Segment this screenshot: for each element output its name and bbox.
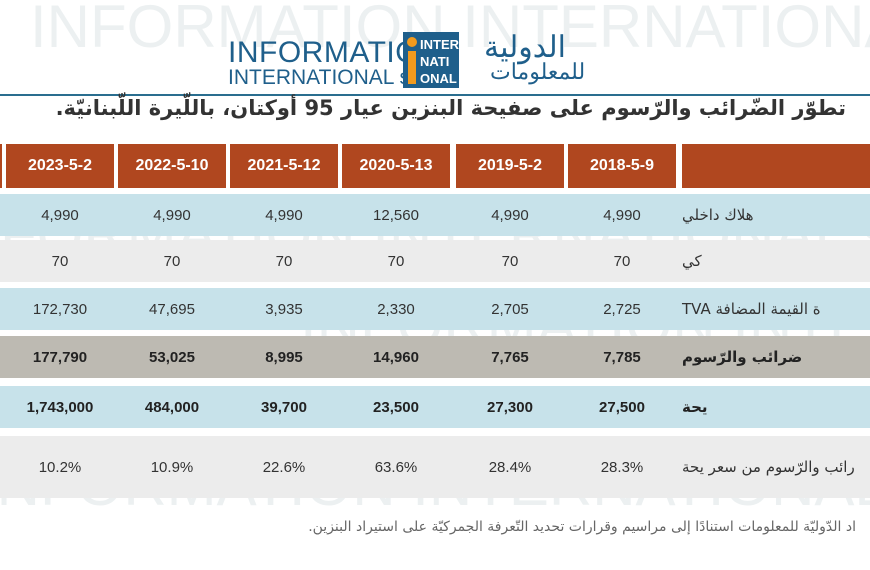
table-cell: 4,990 xyxy=(491,206,529,224)
table-cell xyxy=(0,194,4,236)
header-cell-bg xyxy=(568,144,676,188)
header-cell-bg xyxy=(118,144,226,188)
table-cell: 27,300 xyxy=(487,398,533,416)
table-cell: 1,743,000 xyxy=(26,398,94,416)
table-cell: 4,990 xyxy=(265,206,303,224)
table-cell: 484,000 xyxy=(144,398,200,416)
table-cell: 39,700 xyxy=(261,398,307,416)
table-cell: 70 xyxy=(275,252,293,270)
table-cell xyxy=(0,336,4,378)
table-row: 70 70 70 70 70 70 كي xyxy=(0,240,870,282)
table-cell: 2,705 xyxy=(491,300,529,318)
table-cell: 4,990 xyxy=(41,206,79,224)
table-cell: 177,790 xyxy=(32,348,88,366)
table-cell: 4,990 xyxy=(153,206,191,224)
table-cell: 70 xyxy=(613,252,631,270)
table-cell: 47,695 xyxy=(149,300,195,318)
table-cell: 0 xyxy=(0,386,4,428)
row-label: ضرائب والرّسوم xyxy=(682,347,803,366)
column-header: 2022-5-10 xyxy=(135,157,209,174)
table-cell: 8,995 xyxy=(265,348,303,366)
table-row: 27,500 27,300 23,500 39,700 484,000 1,743,000… xyxy=(0,386,870,428)
logo-mark-line2: NATI xyxy=(420,54,449,69)
table-cell: 23,500 xyxy=(373,398,419,416)
table-cell: 28.4% xyxy=(488,458,532,476)
page-title: تطوّر الضّرائب والرّسوم على صفيحة البنزي… xyxy=(55,96,846,120)
logo-mark-icon: INTER NATI ONAL xyxy=(403,32,459,88)
table-row: 4,990 4,990 12,560 4,990 4,990 4,990 هلاك داخل… xyxy=(0,194,870,236)
column-header: 2020-5-13 xyxy=(359,157,433,174)
table-cell: 4,990 xyxy=(603,206,641,224)
table-row: 7,785 7,765 14,960 8,995 53,025 177,790 ضرائب … xyxy=(0,336,870,378)
table-cell xyxy=(0,240,4,282)
table-cell: 2,725 xyxy=(603,300,641,318)
logo-mark-line1: INTER xyxy=(420,37,459,52)
row-label: هلاك داخلي xyxy=(682,205,754,224)
table-cell: 70 xyxy=(387,252,405,270)
logo-arabic-line2: للمعلومات xyxy=(490,60,586,85)
logo-arabic-line1: الدولية xyxy=(484,30,566,65)
header-cell-bg xyxy=(342,144,450,188)
logo-english-line2: INTERNATIONAL sal xyxy=(228,66,427,89)
table-cell: 70 xyxy=(51,252,69,270)
column-header: 2019-5-2 xyxy=(477,157,543,174)
table-row: 2,725 2,705 2,330 3,935 47,695 172,730 ة القيم… xyxy=(0,288,870,330)
table-cell: 10.9% xyxy=(150,458,194,476)
table-cell xyxy=(0,436,4,498)
table-cell: 63.6% xyxy=(374,458,418,476)
header-cell-bg xyxy=(456,144,564,188)
brand-logo: INFORMATION INTERNATIONAL sal INTER NATI… xyxy=(228,30,658,90)
column-header: 2021-5-12 xyxy=(247,157,321,174)
table-cell: 70 xyxy=(501,252,519,270)
tax-table: 2018-5-9 2019-5-2 2020-5-13 2021-5-12 2022-5… xyxy=(0,144,870,510)
header-label-bg xyxy=(682,144,870,188)
source-footnote: اد الدّوليّة للمعلومات استنادًا إلى مراس… xyxy=(308,519,856,535)
column-header: 2018-5-9 xyxy=(589,157,655,174)
table-cell: 2,330 xyxy=(377,300,415,318)
table-cell: 172,730 xyxy=(32,300,88,318)
header-cell-bg xyxy=(0,144,2,188)
header-cell-bg xyxy=(6,144,114,188)
table-row: 28.3% 28.4% 63.6% 22.6% 10.9% 10.2% رائب والرّ… xyxy=(0,436,870,498)
table-cell: 7,765 xyxy=(491,348,529,366)
header-cell-bg xyxy=(230,144,338,188)
row-label: كي xyxy=(682,251,702,270)
table-cell: 53,025 xyxy=(149,348,195,366)
table-cell: 12,560 xyxy=(373,206,419,224)
row-label: ة القيمة المضافة TVA xyxy=(682,299,821,318)
table-cell: 3,935 xyxy=(265,300,303,318)
table-cell: 7,785 xyxy=(603,348,641,366)
table-cell: 22.6% xyxy=(262,458,306,476)
table-header-row: 2018-5-9 2019-5-2 2020-5-13 2021-5-12 2022-5… xyxy=(0,144,870,188)
table-cell: 14,960 xyxy=(373,348,419,366)
table-cell: 10.2% xyxy=(38,458,82,476)
row-label: يحة xyxy=(682,397,708,416)
row-label: رائب والرّسوم من سعر يحة xyxy=(682,457,855,476)
table-cell: 27,500 xyxy=(599,398,645,416)
table-cell: 70 xyxy=(163,252,181,270)
column-header: 2023-5-2 xyxy=(27,157,93,174)
table-cell: 28.3% xyxy=(600,458,644,476)
header-divider xyxy=(0,94,870,96)
table-cell xyxy=(0,288,4,330)
column-header: 2 xyxy=(0,144,4,188)
logo-mark-line3: ONAL xyxy=(420,71,457,86)
